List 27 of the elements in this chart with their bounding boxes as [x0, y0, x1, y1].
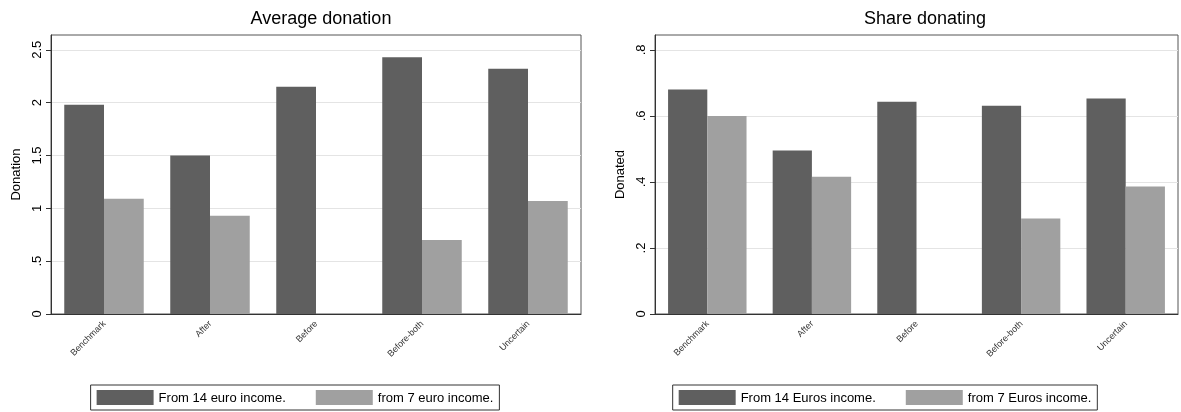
bar — [1125, 186, 1165, 314]
y-tick-label: 1.5 — [29, 146, 44, 165]
legend-label: from 7 Euros income. — [967, 390, 1092, 405]
bar — [422, 240, 462, 314]
legend-label: from 7 euro income. — [377, 390, 494, 405]
chart-title: Share donating — [863, 8, 987, 28]
y-tick-label: 0 — [633, 310, 648, 318]
y-axis-title: Donated — [612, 149, 628, 200]
bar — [811, 176, 852, 314]
y-tick-label: .8 — [633, 44, 648, 56]
y-tick-label: .6 — [633, 110, 648, 122]
y-tick-label: 2.5 — [29, 40, 44, 59]
y-tick-label: 0 — [29, 310, 44, 318]
bar — [528, 200, 568, 314]
bar — [210, 215, 250, 314]
legend-label: From 14 euro income. — [158, 390, 286, 405]
y-tick-label: 1 — [29, 204, 44, 212]
y-axis-title: Donation — [8, 148, 24, 201]
y-tick-label: .4 — [633, 176, 648, 188]
legend-label: From 14 Euros income. — [740, 390, 876, 405]
bar — [104, 198, 144, 314]
y-tick-label: .2 — [633, 242, 648, 254]
chart-title: Average donation — [250, 8, 392, 28]
bar — [707, 115, 747, 314]
bar — [1021, 218, 1061, 314]
y-tick-label: 2 — [29, 99, 44, 107]
y-tick-label: .5 — [29, 255, 44, 267]
